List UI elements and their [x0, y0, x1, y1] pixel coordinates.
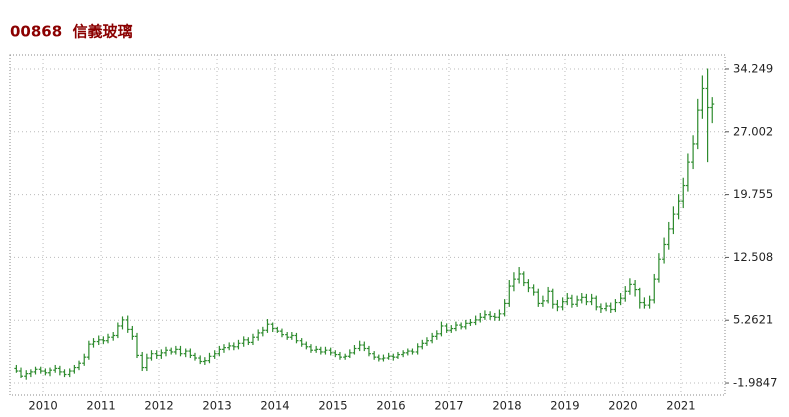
x-tick-label: 2017 — [434, 399, 463, 413]
x-tick-label: 2011 — [86, 399, 115, 413]
plot-frame — [9, 54, 726, 396]
y-tick-label: 27.002 — [733, 124, 773, 138]
y-tick-label: 12.508 — [733, 250, 773, 264]
x-tick-label: 2013 — [202, 399, 231, 413]
x-tick-label: 2014 — [260, 399, 289, 413]
y-tick-label: 34.249 — [733, 61, 773, 75]
chart-title: 00868 信義玻璃 — [10, 23, 133, 41]
x-tick-label: 2012 — [144, 399, 173, 413]
x-tick-label: 2019 — [550, 399, 579, 413]
x-tick-label: 2010 — [28, 399, 57, 413]
x-tick-label: 2016 — [376, 399, 405, 413]
y-tick-label: 19.755 — [733, 187, 773, 201]
y-tick-label: -1.9847 — [733, 376, 777, 390]
x-tick-label: 2015 — [318, 399, 347, 413]
x-tick-label: 2018 — [492, 399, 521, 413]
y-tick-label: 5.2621 — [733, 313, 773, 327]
x-tick-label: 2020 — [608, 399, 637, 413]
x-tick-label: 2021 — [666, 399, 695, 413]
